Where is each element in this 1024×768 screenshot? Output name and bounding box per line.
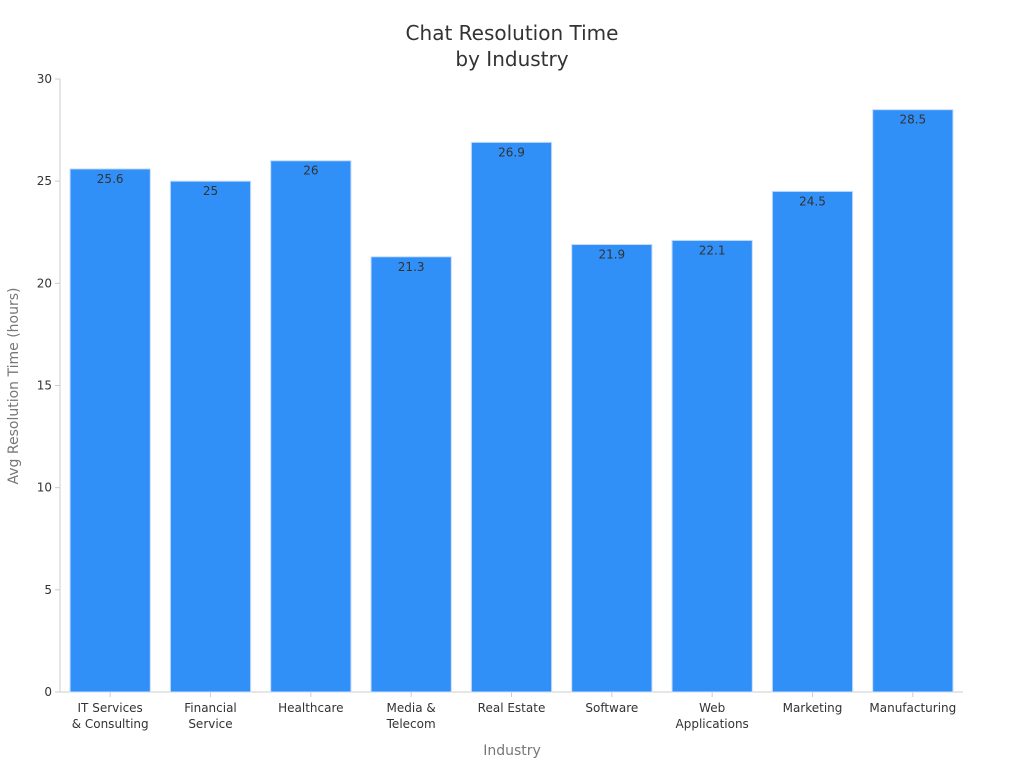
bar-value-labels: 25.6 25 26 21.3 26.9 21.9 22.1 24.5 28.5 xyxy=(97,113,926,274)
x-tick-label: Telecom xyxy=(386,717,436,731)
y-tick-label: 0 xyxy=(44,685,52,699)
y-axis: 0 5 10 15 20 25 30 xyxy=(37,72,61,699)
x-tick-label: Applications xyxy=(676,717,749,731)
bar xyxy=(270,160,352,693)
y-tick-label: 10 xyxy=(37,481,52,495)
bar-value-label: 22.1 xyxy=(699,243,726,257)
x-tick-label: Media & xyxy=(387,701,436,715)
bar-value-label: 26.9 xyxy=(498,145,525,159)
bars xyxy=(69,109,954,693)
x-tick-label: Manufacturing xyxy=(869,701,956,715)
x-tick-label: Web xyxy=(699,701,725,715)
bar xyxy=(69,168,151,693)
bar xyxy=(771,190,854,693)
y-axis-title: Avg Resolution Time (hours) xyxy=(6,288,22,485)
bar xyxy=(671,239,753,693)
bar xyxy=(169,180,252,693)
bar xyxy=(370,256,452,693)
y-tick-label: 25 xyxy=(37,174,52,188)
bar-value-label: 24.5 xyxy=(799,194,826,208)
x-tick-label: Healthcare xyxy=(278,701,343,715)
y-tick-label: 15 xyxy=(37,379,52,393)
chart-title-line-2: by Industry xyxy=(455,47,568,71)
y-tick-label: 20 xyxy=(37,276,52,290)
x-tick-label: Software xyxy=(585,701,638,715)
bar-value-label: 26 xyxy=(303,164,318,178)
bar xyxy=(571,244,653,693)
x-tick-label: & Consulting xyxy=(72,717,149,731)
bar-value-label: 28.5 xyxy=(899,113,926,127)
bar-value-label: 21.9 xyxy=(598,248,625,262)
x-axis-title: Industry xyxy=(483,743,541,759)
x-axis: IT Services & Consulting Financial Service H… xyxy=(60,691,963,731)
bar xyxy=(470,141,553,693)
y-tick-label: 5 xyxy=(44,583,52,597)
y-tick-label: 30 xyxy=(37,72,52,86)
bar-value-label: 25.6 xyxy=(97,172,124,186)
bar-value-label: 21.3 xyxy=(398,260,425,274)
bar-value-label: 25 xyxy=(203,184,218,198)
chart-title: Chat Resolution Time by Industry xyxy=(406,21,619,71)
x-tick-label: IT Services xyxy=(78,701,143,715)
x-tick-label: Marketing xyxy=(783,701,843,715)
x-tick-label: Financial xyxy=(184,701,237,715)
x-tick-label: Service xyxy=(188,717,232,731)
bar xyxy=(872,109,954,693)
x-tick-label: Real Estate xyxy=(478,701,546,715)
chart-title-line-1: Chat Resolution Time xyxy=(406,21,619,45)
